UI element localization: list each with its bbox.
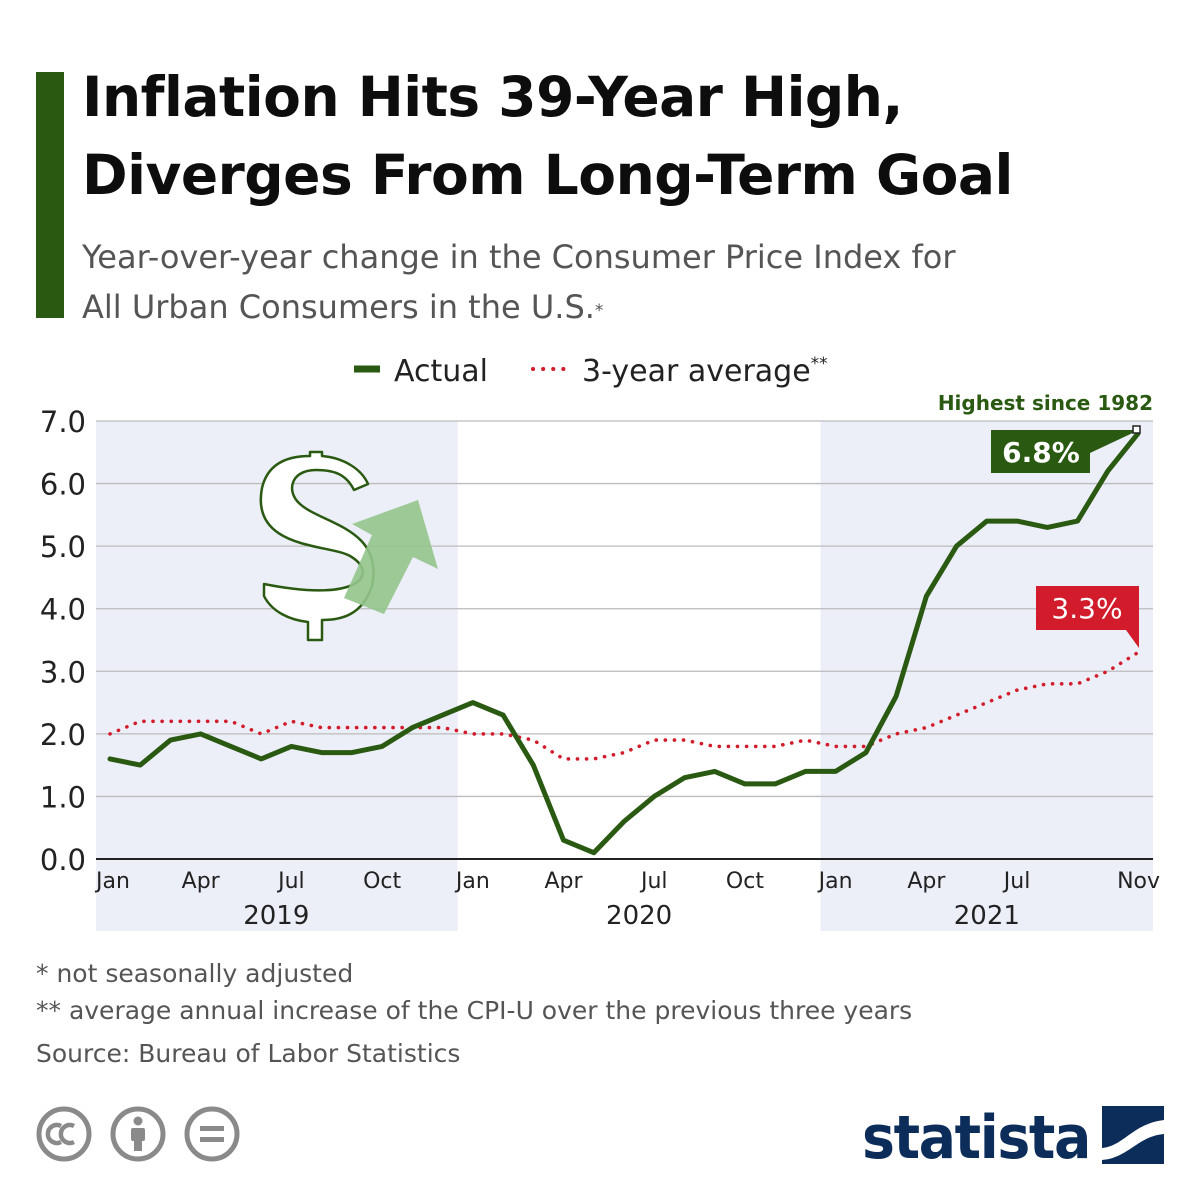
x-tick-label: Apr xyxy=(544,869,583,894)
x-tick-label: Jan xyxy=(94,869,130,894)
subtitle-line-2: All Urban Consumers in the U.S.* xyxy=(82,282,1162,332)
x-tick-label: Jan xyxy=(817,869,853,894)
x-tick-label: Oct xyxy=(363,869,401,894)
x-tick-label: Jul xyxy=(276,869,305,894)
average-callout-box xyxy=(1036,586,1139,648)
average-series-line xyxy=(108,650,1140,761)
actual-callout-label: 6.8% xyxy=(1002,436,1080,469)
statista-logo[interactable]: statista xyxy=(862,1098,1167,1170)
legend-actual-label: Actual xyxy=(394,354,488,389)
license-icons xyxy=(36,1106,240,1162)
page-title: Inflation Hits 39-Year High, Diverges Fr… xyxy=(82,58,1182,214)
year-labels: 2019 2020 2021 xyxy=(243,901,1020,931)
title-accent-bar xyxy=(36,72,64,318)
cc-icon[interactable] xyxy=(36,1106,92,1162)
peak-note: Highest since 1982 xyxy=(938,391,1153,415)
x-tick-label: Jul xyxy=(639,869,668,894)
legend-average-text: 3-year average xyxy=(582,354,811,389)
dollar-icon xyxy=(259,450,375,642)
footnote-average: ** average annual increase of the CPI-U … xyxy=(36,996,913,1025)
y-tick-label: 4.0 xyxy=(40,593,86,627)
year-band-2021 xyxy=(820,421,1153,931)
actual-callout-box xyxy=(991,430,1139,473)
footnotes: * not seasonally adjusted ** average ann… xyxy=(36,955,1156,1072)
x-tick-label: Apr xyxy=(182,869,221,894)
y-tick-label: 2.0 xyxy=(40,718,86,752)
y-tick-label: 5.0 xyxy=(40,530,86,564)
title-line-1: Inflation Hits 39-Year High, xyxy=(82,65,903,129)
year-bands xyxy=(96,421,1153,931)
y-tick-label: 7.0 xyxy=(40,405,86,439)
footnote-seasonal: * not seasonally adjusted xyxy=(36,959,354,988)
average-callout: 3.3% xyxy=(1036,586,1139,648)
year-label: 2020 xyxy=(606,901,672,931)
by-icon[interactable] xyxy=(110,1106,166,1162)
nd-icon[interactable] xyxy=(184,1106,240,1162)
subtitle-footnote-marker: * xyxy=(594,301,604,321)
year-label: 2019 xyxy=(243,901,309,931)
y-axis: 7.0 6.0 5.0 4.0 3.0 2.0 1.0 0.0 xyxy=(40,405,86,877)
statista-logo-text: statista xyxy=(862,1103,1090,1170)
y-tick-label: 0.0 xyxy=(40,843,86,877)
x-axis: Jan Apr Jul Oct Jan Apr Jul Oct Jan Apr Jul Nov xyxy=(94,869,1160,894)
legend-average-marker: ** xyxy=(811,354,828,374)
x-tick-label: Nov xyxy=(1117,869,1160,894)
y-tick-label: 1.0 xyxy=(40,780,86,814)
average-callout-label: 3.3% xyxy=(1051,592,1122,625)
arrow-up-icon xyxy=(344,500,438,614)
source-note: Source: Bureau of Labor Statistics xyxy=(36,1039,461,1068)
subtitle-line-2-text: All Urban Consumers in the U.S. xyxy=(82,288,595,326)
y-tick-label: 6.0 xyxy=(40,468,86,502)
x-tick-label: Jul xyxy=(1002,869,1031,894)
title-line-2: Diverges From Long-Term Goal xyxy=(82,143,1013,207)
chart: 7.06.05.04.03.02.01.00.0 Jan Apr Jul Oct Jan… xyxy=(40,354,1160,931)
x-tick-label: Apr xyxy=(907,869,946,894)
x-tick-label: Oct xyxy=(726,869,764,894)
average-series xyxy=(108,650,1140,761)
page-subtitle: Year-over-year change in the Consumer Pr… xyxy=(82,232,1162,332)
gridlines xyxy=(96,420,1153,798)
x-tick-label: Jan xyxy=(454,869,490,894)
actual-series-line xyxy=(107,431,1141,856)
statista-mark-icon xyxy=(1102,1106,1164,1164)
subtitle-line-1: Year-over-year change in the Consumer Pr… xyxy=(82,238,956,276)
actual-series xyxy=(107,431,1141,856)
legend: Actual 3-year average** xyxy=(354,354,828,389)
peak-marker xyxy=(1132,425,1141,434)
year-label: 2021 xyxy=(954,901,1020,931)
legend-average-label: 3-year average** xyxy=(582,354,828,389)
y-tick-label: 3.0 xyxy=(40,655,86,689)
actual-callout: 6.8% xyxy=(991,425,1141,473)
